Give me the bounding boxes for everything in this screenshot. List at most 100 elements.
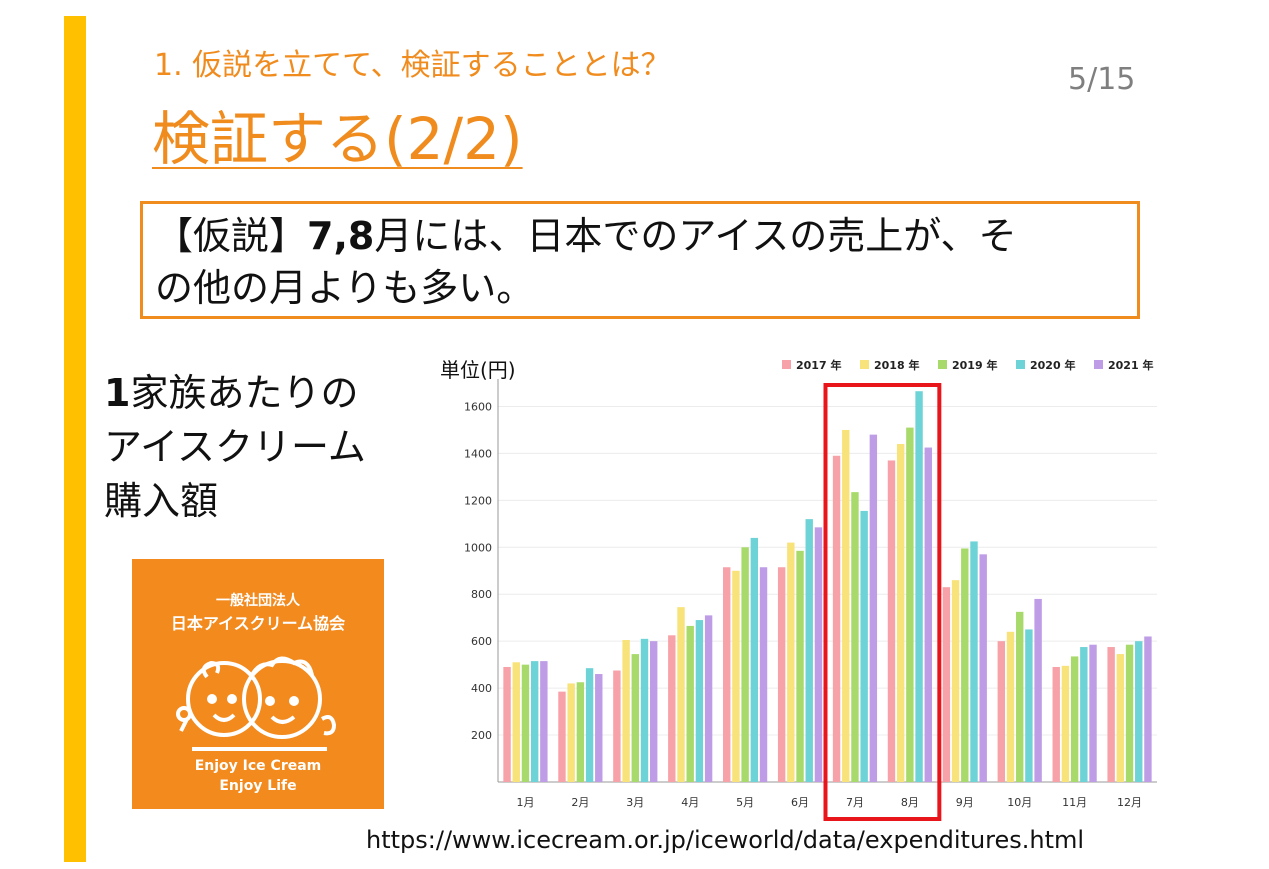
bar (1135, 641, 1143, 782)
y-tick-label: 200 (471, 729, 492, 742)
bar (924, 447, 932, 782)
bar (677, 607, 685, 782)
bar (787, 542, 795, 782)
bar (832, 455, 841, 782)
x-tick-label: 1月 (516, 796, 534, 809)
logo-slogan-1: Enjoy Ice Cream (195, 758, 322, 774)
bar (595, 674, 603, 782)
legend-label: 2018 年 (874, 358, 919, 372)
x-tick-label: 3月 (626, 796, 644, 809)
ice-cream-faces-icon (176, 656, 337, 751)
bar (540, 661, 548, 782)
hypothesis-line1: 月には、日本でのアイスの売上が、そ (374, 214, 1017, 258)
x-tick-label: 10月 (1007, 796, 1032, 809)
x-tick-label: 6月 (791, 796, 809, 809)
x-tick-label: 11月 (1062, 796, 1087, 809)
bar (704, 615, 713, 782)
x-tick-label: 9月 (956, 796, 974, 809)
bar (741, 547, 749, 782)
highlight-box (823, 383, 942, 821)
bar (723, 567, 731, 782)
bar (759, 567, 768, 782)
bar (1016, 611, 1024, 782)
page-number: 5/15 (1068, 62, 1136, 97)
bar (576, 682, 585, 782)
y-tick-label: 1200 (464, 494, 492, 507)
bar (915, 391, 923, 782)
bar (558, 691, 566, 782)
y-tick-label: 600 (471, 635, 492, 648)
bar (1107, 647, 1115, 782)
legend-label: 2020 年 (1030, 358, 1075, 372)
bar (1080, 647, 1088, 782)
side-label-line3: 購入額 (104, 479, 219, 523)
bar (1061, 665, 1070, 782)
bar (961, 548, 969, 782)
association-logo: 一般社団法人 日本アイスクリーム協会 Enjoy Ice Cream Enjoy… (132, 559, 384, 809)
bar (585, 668, 594, 782)
hypothesis-months: 7,8 (307, 214, 375, 258)
y-tick-label: 1400 (464, 447, 492, 460)
bar (906, 427, 914, 782)
bar (805, 519, 813, 782)
bar (997, 641, 1006, 782)
bar (622, 640, 630, 782)
bar (640, 638, 649, 782)
legend-swatch (860, 360, 869, 369)
bar (1034, 598, 1042, 782)
page-title: 検証する(2/2) (152, 105, 523, 173)
section-subtitle: 1. 仮説を立てて、検証することとは？ (154, 48, 671, 83)
bar (1025, 629, 1033, 782)
logo-slogan-2: Enjoy Life (219, 778, 296, 794)
bar (567, 683, 575, 782)
bar (979, 554, 987, 782)
bar (1144, 636, 1152, 782)
bar (896, 444, 905, 782)
bar (686, 625, 694, 782)
legend-swatch (782, 360, 791, 369)
hypothesis-box: 【仮説】7,8月には、日本でのアイスの売上が、そ の他の月よりも多い。 (140, 201, 1140, 319)
bar (869, 434, 878, 782)
logo-org-name: 日本アイスクリーム協会 (171, 614, 345, 633)
legend-swatch (938, 360, 947, 369)
bar (512, 662, 520, 782)
bar (530, 661, 539, 782)
bar (1070, 656, 1079, 782)
bar (521, 664, 530, 782)
logo-graphic: 一般社団法人 日本アイスクリーム協会 Enjoy Ice Cream Enjoy… (171, 592, 345, 794)
bar (750, 537, 759, 782)
side-label-line2: アイスクリーム (104, 425, 366, 469)
bar (851, 492, 859, 782)
bar (732, 570, 740, 782)
bar (695, 620, 704, 782)
bar (887, 460, 896, 782)
x-tick-label: 7月 (846, 796, 864, 809)
source-url: https://www.icecream.or.jp/iceworld/data… (366, 826, 1085, 854)
accent-bar (64, 16, 86, 862)
bar (649, 641, 658, 782)
bar (1089, 644, 1097, 782)
bar (777, 567, 786, 782)
x-tick-label: 4月 (681, 796, 699, 809)
bar (503, 666, 511, 782)
bar (1116, 654, 1125, 782)
y-tick-label: 1000 (464, 541, 492, 554)
hypothesis-line2: の他の月よりも多い。 (155, 266, 535, 310)
x-tick-label: 8月 (901, 796, 919, 809)
y-tick-label: 400 (471, 682, 492, 695)
legend-label: 2017 年 (796, 358, 841, 372)
legend-swatch (1094, 360, 1103, 369)
bar (970, 541, 978, 782)
legend-label: 2019 年 (952, 358, 997, 372)
x-tick-label: 5月 (736, 796, 754, 809)
bar (1006, 631, 1015, 782)
chart-side-label: 1家族あたりの アイスクリーム 購入額 (104, 366, 424, 528)
bar (942, 587, 951, 782)
legend-label: 2021 年 (1108, 358, 1153, 372)
bar (860, 510, 868, 782)
bar (631, 654, 639, 782)
y-axis-label: 単位(円) (440, 358, 516, 382)
side-label-number: 1 (104, 371, 131, 415)
hypothesis-tag: 【仮説】 (155, 214, 308, 258)
bar (1125, 644, 1134, 782)
